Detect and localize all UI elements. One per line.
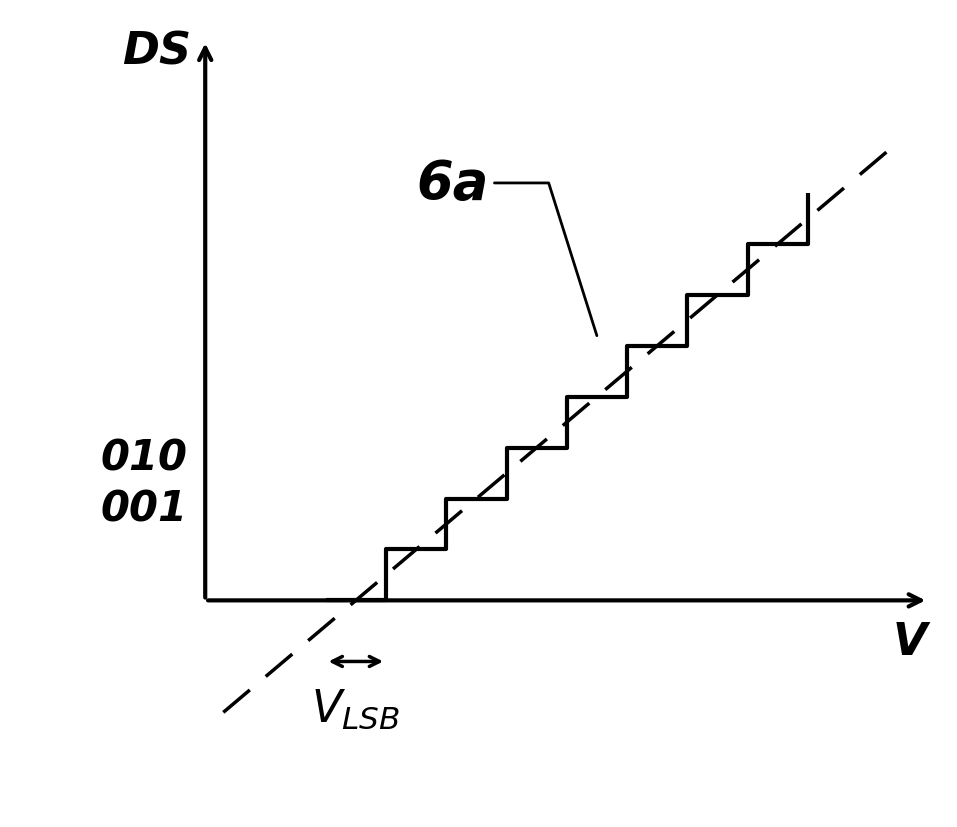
Text: V: V bbox=[893, 620, 927, 662]
Text: DS: DS bbox=[122, 30, 191, 73]
Text: 6a: 6a bbox=[416, 158, 488, 210]
Text: 010: 010 bbox=[100, 437, 188, 480]
Text: $V_{LSB}$: $V_{LSB}$ bbox=[311, 687, 400, 730]
Text: 001: 001 bbox=[100, 488, 188, 530]
